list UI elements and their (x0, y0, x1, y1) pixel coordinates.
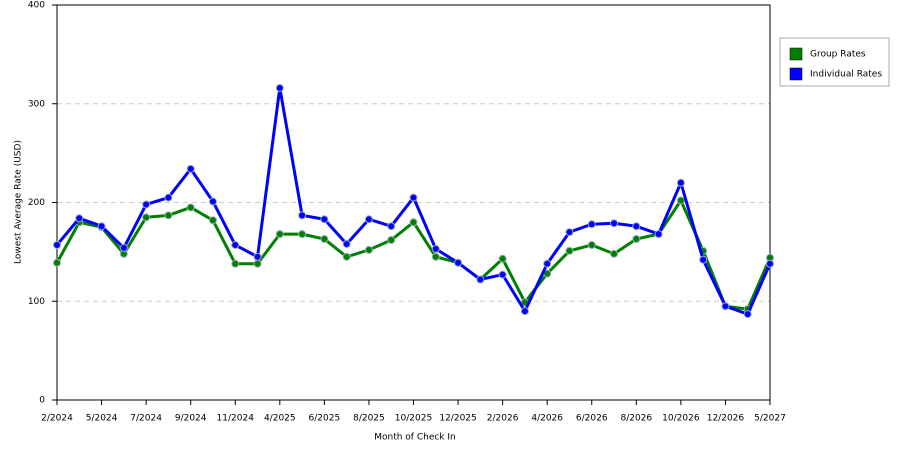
data-point (766, 259, 774, 268)
x-tick-label: 12/2026 (707, 414, 745, 424)
x-tick-label: 10/2025 (395, 414, 432, 424)
x-tick-label: 7/2024 (130, 414, 162, 424)
x-tick-label: 4/2025 (264, 414, 296, 424)
y-tick-label: 0 (39, 396, 45, 406)
x-tick-label: 6/2026 (576, 414, 608, 424)
data-point (454, 258, 463, 267)
data-point (342, 239, 351, 248)
legend-swatch (789, 67, 803, 81)
y-tick-label: 200 (28, 198, 45, 208)
x-axis-title: Month of Check In (374, 433, 456, 443)
data-point (275, 230, 284, 239)
data-point (409, 218, 418, 227)
y-tick-label: 100 (28, 297, 45, 307)
data-point (208, 197, 217, 206)
data-point (498, 270, 507, 279)
data-point (543, 259, 552, 268)
legend-label: Individual Rates (810, 70, 882, 80)
data-point (320, 215, 329, 224)
data-point (186, 164, 195, 173)
data-point (320, 235, 329, 244)
data-point (610, 219, 619, 228)
legend-swatch (789, 47, 803, 61)
data-point (743, 310, 752, 319)
data-point (587, 220, 596, 229)
data-point (520, 307, 529, 316)
data-point (142, 200, 151, 209)
legend-label: Group Rates (810, 50, 866, 60)
x-tick-label: 6/2025 (309, 414, 341, 424)
data-point (186, 203, 195, 212)
series-line (55, 197, 772, 311)
data-point (364, 245, 373, 254)
data-point (253, 259, 262, 268)
data-point (53, 258, 61, 267)
data-point (699, 255, 708, 264)
data-point (97, 222, 106, 231)
data-point (53, 240, 61, 249)
x-tick-label: 8/2026 (620, 414, 652, 424)
data-point (142, 213, 151, 222)
data-point (654, 230, 663, 239)
x-tick-label: 5/2027 (754, 414, 786, 424)
data-point (298, 211, 307, 220)
data-point (587, 240, 596, 249)
x-tick-label: 11/2024 (217, 414, 255, 424)
y-axis-title: Lowest Average Rate (USD) (14, 140, 24, 264)
y-tick-label: 300 (28, 99, 45, 109)
data-point (476, 275, 485, 284)
data-point (298, 230, 307, 239)
data-point (721, 302, 730, 311)
data-point (632, 235, 641, 244)
data-point (387, 222, 396, 231)
data-point (119, 243, 128, 252)
data-point (498, 254, 507, 263)
data-point (75, 214, 84, 223)
data-point (208, 216, 217, 225)
x-tick-label: 10/2026 (662, 414, 700, 424)
data-point (164, 193, 173, 202)
data-point (676, 178, 685, 187)
data-point (164, 211, 173, 220)
data-point (431, 252, 440, 261)
x-tick-label: 8/2025 (353, 414, 385, 424)
data-point (431, 244, 440, 253)
data-point (364, 215, 373, 224)
data-point (231, 240, 240, 249)
data-point (632, 222, 641, 231)
data-point (565, 246, 574, 255)
data-point (387, 236, 396, 245)
x-tick-label: 2/2026 (487, 414, 519, 424)
data-point (565, 228, 574, 237)
x-tick-label: 2/2024 (41, 414, 73, 424)
data-point (676, 196, 685, 205)
data-point (275, 83, 284, 92)
x-tick-label: 5/2024 (86, 414, 118, 424)
data-point (253, 252, 262, 261)
x-tick-label: 4/2026 (531, 414, 563, 424)
x-tick-label: 12/2025 (439, 414, 476, 424)
data-point (409, 193, 418, 202)
data-point (610, 249, 619, 258)
x-tick-label: 9/2024 (175, 414, 207, 424)
data-point (342, 252, 351, 261)
data-point (231, 259, 240, 268)
y-tick-label: 400 (28, 1, 45, 11)
